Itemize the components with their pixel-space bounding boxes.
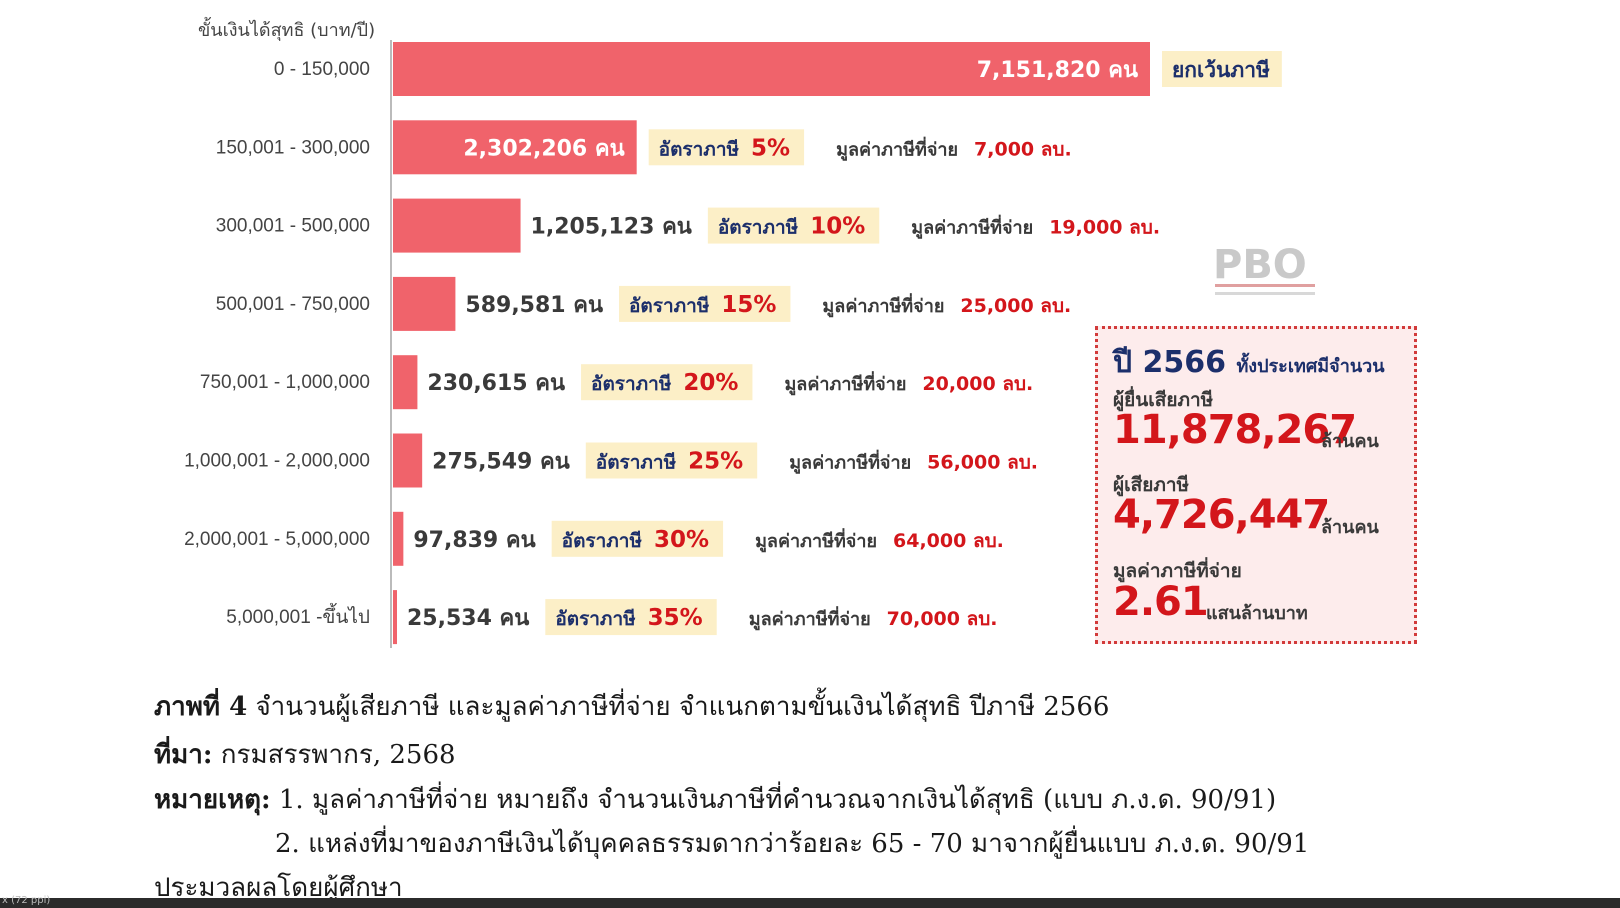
summary-year-title: ปี 2566 ทั้งประเทศมีจำนวน [1113, 345, 1385, 380]
payers-unit: ล้านคน [1321, 517, 1379, 538]
rate-value: 30% [654, 527, 709, 553]
rate-highlight [545, 599, 717, 636]
rate-value: 5% [751, 135, 790, 161]
tax-total-value: 2.61 [1113, 579, 1209, 625]
summary-box: ปี 2566 ทั้งประเทศมีจำนวน ผู้ยื่นเสียภาษ… [1095, 326, 1417, 644]
rate-highlight [581, 364, 753, 401]
tax-paid-value: 20,000 ลบ. [922, 373, 1033, 395]
rate-value: 15% [721, 292, 776, 318]
summary-year-suffix: ทั้งประเทศมีจำนวน [1236, 356, 1385, 377]
category-label: 1,000,001 - 2,000,000 [184, 451, 370, 472]
category-label: 150,001 - 300,000 [216, 137, 370, 158]
rate-label: อัตราภาษี [629, 295, 710, 317]
category-label: 500,001 - 750,000 [216, 294, 370, 315]
payers-label: ผู้เสียภาษี [1113, 474, 1190, 496]
figure-label: ภาพที่ 4 [154, 692, 248, 722]
source-label: ที่มา: [154, 740, 213, 770]
rate-value: 25% [688, 449, 743, 475]
rate-highlight [707, 207, 880, 244]
rate-highlight [619, 285, 791, 322]
status-text: x (72 ppi) [2, 895, 51, 906]
bars-group: 0 - 150,000 7,151,820 คน ยกเว้นภาษี 150,001… [184, 42, 1282, 645]
note-line-2: 2. แหล่งที่มาของภาษีเงินได้บุคคลธรรมดากว… [275, 829, 1310, 859]
category-label: 300,001 - 500,000 [216, 216, 370, 237]
category-label: 5,000,001 -ขึ้นไป [226, 603, 370, 628]
count-label: 275,549 คน [432, 450, 570, 475]
rate-label: อัตราภาษี [659, 138, 740, 160]
tax-total-unit: แสนล้านบาท [1206, 603, 1308, 624]
tax-paid-value: 19,000 ลบ. [1049, 217, 1160, 239]
tax-paid-label: มูลค่าภาษีที่จ่าย [784, 371, 906, 396]
count-label: 7,151,820 คน [977, 58, 1138, 83]
rate-value: 10% [810, 214, 865, 240]
pbo-logo: PBO [1213, 242, 1323, 302]
bar-chart: ขั้นเงินได้สุทธิ (บาท/ปี) 0 - 150,000 7,1… [184, 17, 1282, 648]
note-1-text: 1. มูลค่าภาษีที่จ่าย หมายถึง จำนวนเงินภา… [278, 785, 1277, 815]
tax-total-label: มูลค่าภาษีที่จ่าย [1113, 560, 1242, 582]
tax-paid-label: มูลค่าภาษีที่จ่าย [911, 215, 1033, 240]
category-label: 0 - 150,000 [274, 59, 370, 80]
bar [393, 355, 418, 410]
exempt-label: ยกเว้นภาษี [1172, 58, 1270, 82]
count-label: 25,534 คน [407, 606, 529, 631]
figure-caption: ภาพที่ 4 จำนวนผู้เสียภาษี และมูลค่าภาษีท… [154, 686, 1109, 727]
note-line-1: หมายเหตุ: 1. มูลค่าภาษีที่จ่าย หมายถึง จ… [154, 779, 1276, 820]
tax-paid-value: 70,000 ลบ. [887, 608, 998, 630]
status-bar: x (72 ppi) [0, 895, 1620, 908]
rate-label: อัตราภาษี [718, 217, 799, 239]
tax-paid-value: 64,000 ลบ. [893, 530, 1004, 552]
category-label: 750,001 - 1,000,000 [200, 372, 370, 393]
count-label: 2,302,206 คน [463, 136, 624, 161]
bar [393, 511, 404, 566]
rate-value: 20% [683, 370, 738, 396]
rate-label: อัตราภาษี [591, 373, 672, 395]
source-line: ที่มา: กรมสรรพากร, 2568 [154, 734, 456, 775]
tax-paid-label: มูลค่าภาษีที่จ่าย [822, 293, 944, 318]
bar [393, 276, 456, 331]
tax-paid-label: มูลค่าภาษีที่จ่าย [836, 136, 958, 161]
rate-highlight [585, 442, 758, 479]
category-label: 2,000,001 - 5,000,000 [184, 529, 370, 550]
bar [393, 433, 423, 488]
tax-paid-label: มูลค่าภาษีที่จ่าย [789, 450, 911, 475]
note-label: หมายเหตุ: [154, 785, 271, 815]
tax-paid-value: 7,000 ลบ. [974, 138, 1072, 160]
tax-paid-label: มูลค่าภาษีที่จ่าย [749, 606, 871, 631]
rate-highlight [1162, 51, 1282, 87]
rate-label: อัตราภาษี [596, 452, 677, 474]
rate-highlight [648, 129, 805, 166]
source-text: กรมสรรพากร, 2568 [220, 740, 456, 770]
tax-paid-value: 25,000 ลบ. [960, 295, 1071, 317]
rate-label: อัตราภาษี [555, 608, 636, 630]
bar [393, 42, 1150, 96]
payers-value: 4,726,447 [1113, 492, 1330, 538]
filers-value: 11,878,267 [1113, 407, 1357, 453]
count-label: 589,581 คน [465, 293, 603, 318]
rate-label: อัตราภาษี [562, 530, 643, 552]
y-axis-title: ขั้นเงินได้สุทธิ (บาท/ปี) [198, 17, 375, 41]
logo-mark: PBO [1213, 242, 1307, 288]
count-label: 97,839 คน [413, 528, 535, 553]
filers-label: ผู้ยื่นเสียภาษี [1113, 389, 1214, 411]
count-label: 1,205,123 คน [531, 215, 692, 240]
filers-unit: ล้านคน [1321, 431, 1379, 452]
tax-paid-label: มูลค่าภาษีที่จ่าย [755, 528, 877, 553]
figure-text: จำนวนผู้เสียภาษี และมูลค่าภาษีที่จ่าย จำ… [255, 692, 1110, 722]
rate-value: 35% [648, 605, 703, 631]
bar [393, 590, 397, 645]
bar [393, 120, 637, 175]
bar [393, 198, 521, 253]
count-label: 230,615 คน [427, 371, 565, 396]
tax-paid-value: 56,000 ลบ. [927, 452, 1038, 474]
rate-highlight [551, 520, 724, 557]
